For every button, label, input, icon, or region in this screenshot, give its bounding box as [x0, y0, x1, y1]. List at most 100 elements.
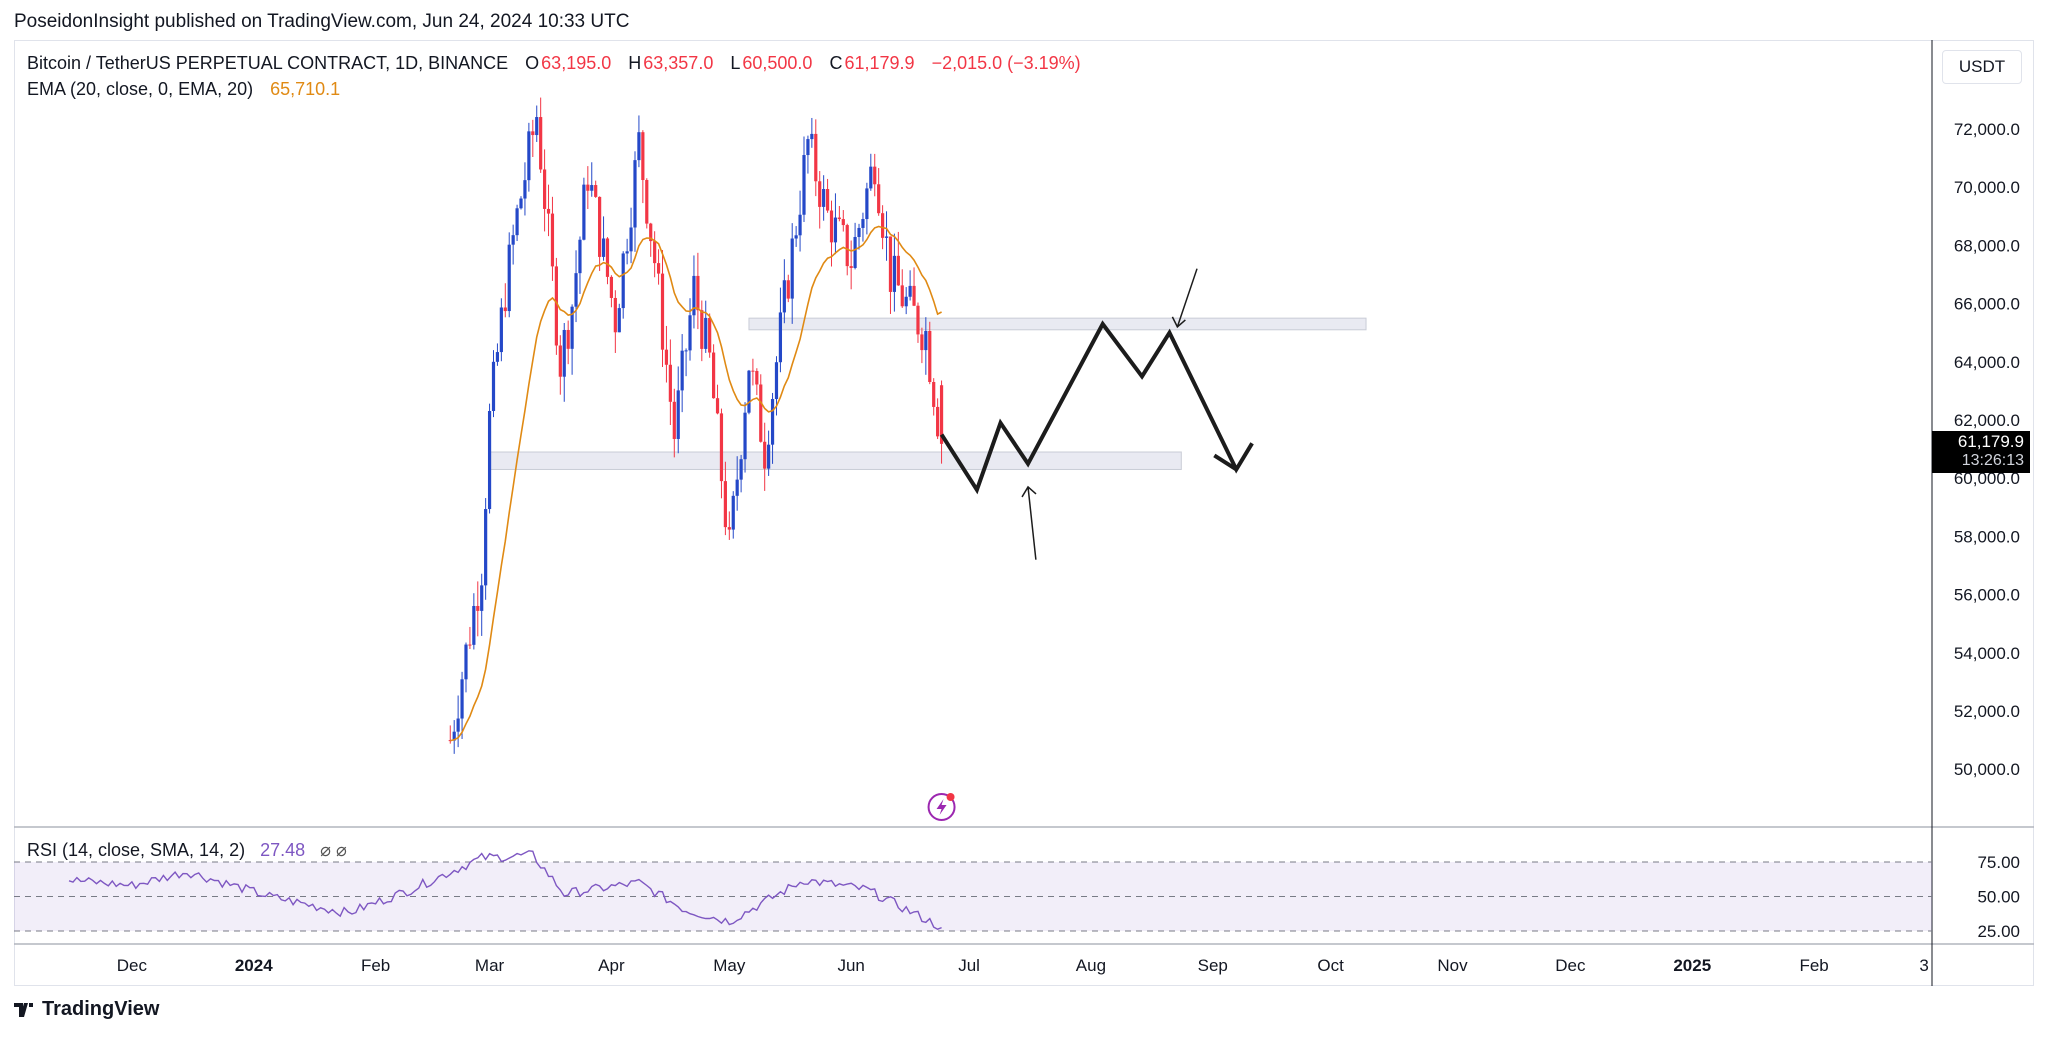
candle-body — [491, 361, 496, 411]
candle-body — [845, 225, 849, 267]
time-tick-label: 2025 — [1673, 956, 1711, 975]
rsi-value: 27.48 — [260, 840, 306, 860]
candle-body — [928, 330, 932, 383]
price-tick-label: 68,000.0 — [1954, 236, 2020, 255]
candle-body — [542, 169, 547, 209]
annotation-arrow-up — [1027, 486, 1037, 560]
candle-body — [822, 189, 826, 207]
candle-body — [833, 217, 838, 243]
rsi-legend: RSI (14, close, SMA, 14, 2) 27.48 ⌀ ⌀ — [27, 840, 347, 861]
candle-body — [594, 185, 598, 197]
time-tick-label: Feb — [361, 956, 390, 975]
candle-body — [562, 329, 566, 377]
candle-body — [539, 117, 543, 170]
time-tick-label: Mar — [475, 956, 505, 975]
candle-body — [656, 263, 661, 274]
price-tick-label: 56,000.0 — [1954, 586, 2020, 605]
candle-body — [507, 244, 511, 312]
candle-body — [696, 275, 700, 311]
candle-body — [747, 370, 751, 413]
price-tick-label: 50,000.0 — [1954, 760, 2020, 779]
candle-body — [452, 731, 456, 741]
projection-path — [939, 320, 1254, 495]
annotation-arrowhead-down — [1171, 316, 1186, 329]
low-label: L — [730, 53, 741, 73]
candle-body — [472, 605, 476, 645]
bar-countdown: 13:26:13 — [1961, 452, 2024, 469]
candle-body — [684, 350, 688, 352]
candle-body — [763, 441, 767, 469]
candle-body — [739, 459, 743, 480]
candle-body — [786, 280, 790, 299]
candle-body — [487, 410, 492, 510]
candle-body — [641, 132, 645, 181]
time-tick-label: Dec — [1555, 956, 1586, 975]
high-label: H — [628, 53, 642, 73]
candle-body — [566, 329, 570, 349]
price-tick-label: 64,000.0 — [1954, 353, 2020, 372]
price-tick-label: 52,000.0 — [1954, 702, 2020, 721]
candle-body — [586, 184, 590, 191]
candle-body — [849, 266, 853, 268]
candle-body — [645, 180, 649, 224]
price-tick-label: 60,000.0 — [1954, 469, 2020, 488]
candle-body — [790, 238, 794, 299]
open-label: O — [525, 53, 540, 73]
change-value: −2,015.0 (−3.19%) — [931, 53, 1081, 73]
time-tick-label: 3 — [1919, 956, 1928, 975]
rsi-tick-label: 25.00 — [1977, 922, 2020, 941]
tradingview-logo-icon — [14, 1002, 33, 1017]
time-tick-label: Jul — [958, 956, 980, 975]
candle-body — [535, 117, 539, 136]
candle-body — [900, 285, 904, 307]
candle-body — [743, 412, 747, 460]
candle-body — [476, 605, 480, 611]
candle-body — [484, 509, 488, 586]
time-tick-label: May — [713, 956, 746, 975]
currency-button[interactable]: USDT — [1942, 50, 2022, 84]
candle-body — [480, 585, 484, 611]
projection-arrowhead — [1213, 453, 1238, 472]
candle-body — [814, 133, 818, 182]
candle-body — [499, 307, 503, 353]
candle-body — [936, 406, 940, 437]
candle-body — [613, 297, 617, 333]
candle-body — [723, 481, 727, 528]
price-tick-label: 54,000.0 — [1954, 644, 2020, 663]
candle-body — [794, 235, 798, 239]
rsi-label[interactable]: RSI (14, close, SMA, 14, 2) — [27, 840, 246, 860]
candle-body — [605, 238, 610, 277]
candle-body — [778, 312, 783, 363]
price-tick-label: 66,000.0 — [1954, 295, 2020, 314]
footer-logo[interactable]: TradingView — [14, 998, 159, 1021]
candle-body — [546, 208, 551, 214]
candle-body — [621, 253, 625, 309]
symbol-legend: Bitcoin / TetherUS PERPETUAL CONTRACT, 1… — [27, 53, 1083, 74]
price-tick-label: 58,000.0 — [1954, 527, 2020, 546]
low-value: 60,500.0 — [742, 53, 813, 73]
candle-body — [751, 370, 755, 372]
time-tick-label: Feb — [1799, 956, 1828, 975]
candle-body — [877, 184, 881, 214]
candle-body — [558, 345, 562, 377]
candle-body — [629, 227, 633, 252]
candle-body — [456, 718, 460, 732]
candle-body — [912, 285, 916, 306]
candle-body — [617, 308, 621, 333]
flash-bolt-icon — [936, 799, 947, 815]
candle-body — [649, 223, 653, 242]
symbol-name[interactable]: Bitcoin / TetherUS PERPETUAL CONTRACT, 1… — [27, 53, 509, 73]
candle-body — [782, 280, 786, 313]
candle-body — [731, 495, 735, 530]
candle-body — [598, 196, 602, 257]
candle-body — [818, 181, 822, 207]
ema-label[interactable]: EMA (20, close, 0, EMA, 20) — [27, 79, 254, 99]
candle-body — [601, 238, 606, 257]
candle-body — [715, 398, 720, 414]
candle-body — [932, 382, 936, 407]
candle-body — [531, 131, 535, 136]
time-tick-label: Apr — [598, 956, 625, 975]
candle-body — [511, 235, 515, 245]
candle-body — [460, 679, 464, 719]
